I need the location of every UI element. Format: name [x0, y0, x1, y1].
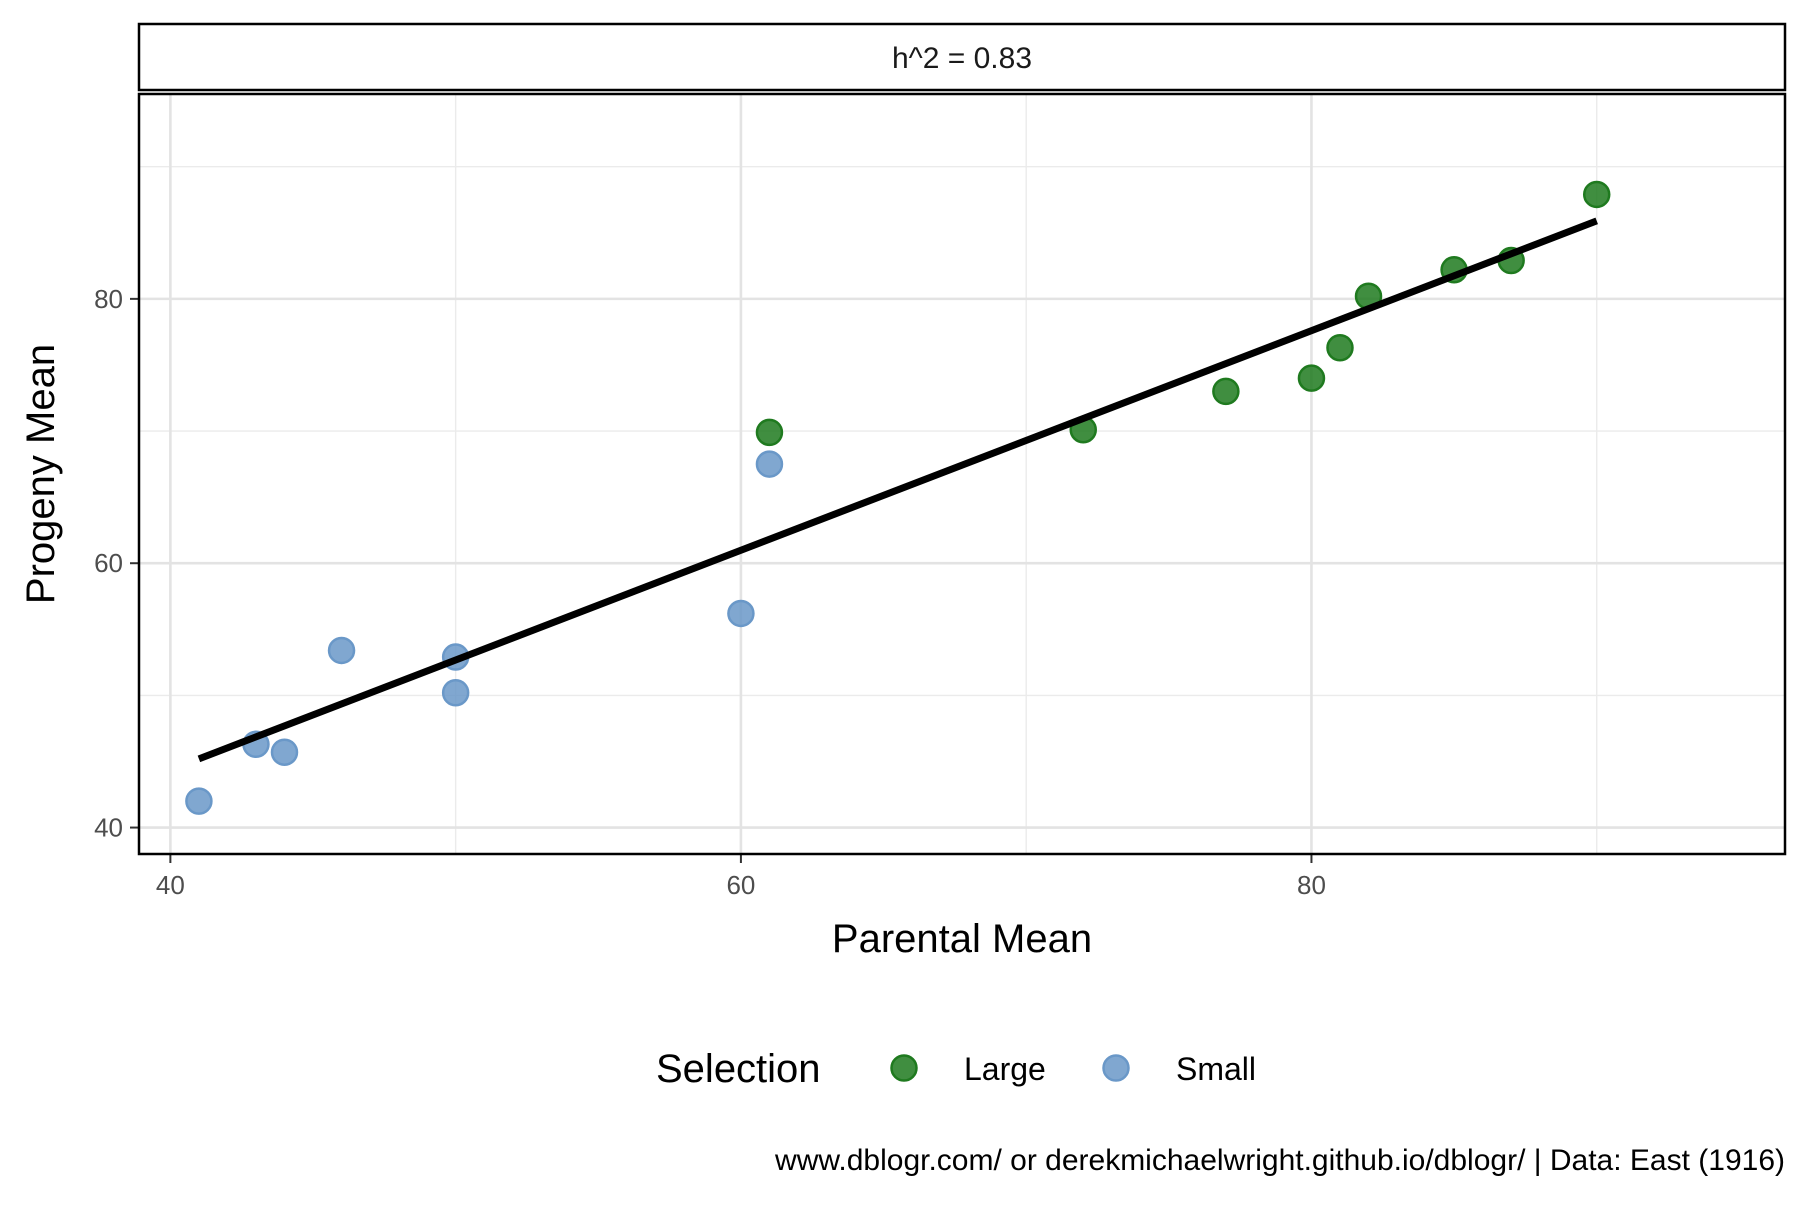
y-axis-title: Progeny Mean — [19, 344, 63, 604]
data-point-small — [727, 599, 755, 628]
data-point-small — [327, 636, 356, 665]
grid-minor — [139, 94, 1785, 854]
legend-label-large: Large — [964, 1051, 1046, 1087]
x-axis-title: Parental Mean — [832, 917, 1092, 961]
plot-panel-border — [137, 92, 1787, 856]
legend-key-small — [1102, 1054, 1130, 1082]
legend-key-large — [890, 1054, 918, 1082]
data-point-large — [1297, 364, 1326, 392]
regression-line — [197, 217, 1598, 763]
data-points — [185, 180, 1611, 815]
y-axis-ticks: 40 60 80 — [94, 284, 139, 843]
caption: www.dblogr.com/ or derekmichaelwright.gi… — [774, 1144, 1785, 1177]
x-tick-label: 60 — [726, 870, 755, 900]
data-point-small — [185, 787, 213, 815]
y-tick-label: 80 — [94, 284, 123, 314]
data-point-large — [1212, 377, 1240, 406]
x-axis-ticks: 40 60 80 — [156, 854, 1326, 900]
data-point-small — [441, 678, 470, 707]
legend: Selection Large Small — [656, 1047, 1256, 1091]
x-tick-label: 80 — [1297, 870, 1326, 900]
data-point-small — [270, 738, 299, 766]
y-tick-label: 40 — [94, 813, 123, 843]
legend-label-small: Small — [1176, 1051, 1256, 1087]
facet-strip — [137, 22, 1787, 92]
legend-title: Selection — [656, 1047, 821, 1091]
data-point-large — [1582, 180, 1611, 209]
y-tick-label: 60 — [94, 548, 123, 578]
data-point-small — [755, 450, 784, 478]
data-point-large — [755, 418, 784, 447]
facet-label: h^2 = 0.83 — [892, 42, 1032, 75]
plot-panel — [139, 94, 1785, 854]
data-point-large — [1326, 334, 1354, 362]
grid-major — [139, 94, 1785, 854]
x-tick-label: 40 — [156, 870, 185, 900]
